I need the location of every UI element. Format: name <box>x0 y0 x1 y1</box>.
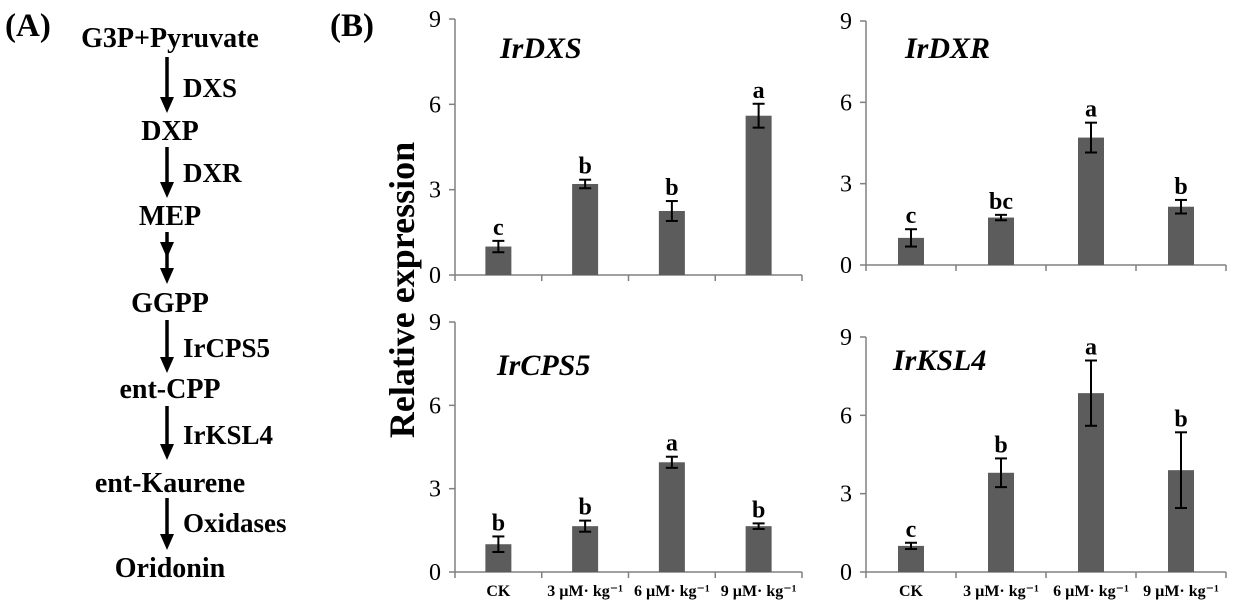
significance-letter: c <box>906 517 917 543</box>
x-category-label: 3 µM· kg⁻¹ <box>547 583 623 600</box>
y-tick-label: 9 <box>429 7 441 33</box>
compound-g3p-pyruvate: G3P+Pyruvate <box>81 23 259 54</box>
y-tick-label: 3 <box>840 482 852 508</box>
enzyme-label-irksl4: IrKSL4 <box>183 420 273 450</box>
reaction-arrow-multistep <box>160 232 174 284</box>
arrow-down-icon <box>160 444 174 460</box>
chart-irksl4: IrKSL4 0 3 6 9 c CK b 3 µM· kg⁻¹ a 6 µM· kg⁻¹ b 9 µ… <box>840 325 1227 600</box>
bar <box>658 462 685 572</box>
arrow-down-icon <box>160 357 174 373</box>
y-tick-label: 0 <box>840 560 852 586</box>
panel-a-label: (A) <box>5 8 51 44</box>
bar <box>988 217 1014 265</box>
significance-letter: c <box>493 215 504 241</box>
bar <box>1168 206 1194 265</box>
compound-oridonin: Oridonin <box>115 553 226 584</box>
x-category-label: 9 µM· kg⁻¹ <box>1143 583 1219 600</box>
panel-b-label: (B) <box>330 8 374 44</box>
y-tick-label: 3 <box>429 477 441 503</box>
chart-title: IrKSL4 <box>892 344 986 377</box>
y-tick-label: 0 <box>429 263 441 289</box>
significance-letter: b <box>578 154 591 180</box>
y-tick-label: 6 <box>840 403 852 429</box>
compound-dxp: DXP <box>141 116 199 147</box>
x-category-label: 3 µM· kg⁻¹ <box>963 583 1039 600</box>
arrow-down-icon <box>160 268 174 284</box>
arrow-down-icon <box>160 97 174 113</box>
chart-ircps5: IrCPS5 0 3 6 9 b CK b 3 µM· kg⁻¹ a 6 µM· kg⁻¹ b 9 µ… <box>429 310 803 600</box>
significance-letter: b <box>492 510 505 536</box>
compound-mep: MEP <box>139 201 201 232</box>
compound-ent-kaurene: ent-Kaurene <box>95 468 245 499</box>
arrow-down-icon <box>160 242 174 258</box>
chart-irdxr: IrDXR 0 3 6 9 c bc a b <box>840 9 1227 279</box>
x-category-label: 9 µM· kg⁻¹ <box>721 583 797 600</box>
bar <box>745 115 772 275</box>
x-category-label: 6 µM· kg⁻¹ <box>634 583 710 600</box>
significance-letter: b <box>578 495 591 521</box>
chart-title: IrDXR <box>904 32 990 65</box>
chart-title: IrDXS <box>499 32 582 65</box>
significance-letter: bc <box>989 189 1013 215</box>
bar <box>1078 137 1104 265</box>
enzyme-label-dxs: DXS <box>183 73 237 103</box>
bar <box>898 545 924 572</box>
y-tick-label: 9 <box>429 310 441 336</box>
y-tick-label: 0 <box>429 560 441 586</box>
x-category-label: CK <box>486 583 511 600</box>
y-tick-label: 9 <box>840 9 852 35</box>
significance-letter: c <box>906 203 917 229</box>
enzyme-label-dxr: DXR <box>183 158 242 188</box>
panel-b-charts: (B) Relative expression IrDXS 0 3 6 9 c b b a I… <box>330 7 1227 600</box>
significance-letter: b <box>994 432 1007 458</box>
reaction-arrow-ircps5 <box>160 320 174 373</box>
y-tick-label: 0 <box>840 253 852 279</box>
arrow-down-icon <box>160 534 174 550</box>
panel-a-pathway: (A) G3P+Pyruvate DXS DXP DXR MEP GGPP Ir… <box>5 8 287 584</box>
x-category-label: CK <box>899 583 924 600</box>
compound-ent-cpp: ent-CPP <box>119 374 220 405</box>
y-tick-label: 3 <box>840 172 852 198</box>
significance-letter: a <box>753 78 765 104</box>
reaction-arrow-dxs <box>160 57 174 113</box>
y-tick-label: 3 <box>429 178 441 204</box>
bar <box>988 472 1014 572</box>
reaction-arrow-irksl4 <box>160 406 174 460</box>
compound-ggpp: GGPP <box>131 288 209 319</box>
y-tick-label: 6 <box>840 90 852 116</box>
x-category-label: 6 µM· kg⁻¹ <box>1053 583 1129 600</box>
bar <box>572 183 599 275</box>
significance-letter: a <box>1085 335 1097 361</box>
significance-letter: b <box>752 497 765 523</box>
significance-letter: b <box>1174 406 1187 432</box>
reaction-arrow-dxr <box>160 147 174 198</box>
arrow-down-icon <box>160 182 174 198</box>
significance-letter: a <box>1085 97 1097 123</box>
significance-letter: b <box>665 175 678 201</box>
y-axis-title: Relative expression <box>382 142 422 438</box>
chart-irdxs: IrDXS 0 3 6 9 c b b a <box>429 7 803 289</box>
y-tick-label: 6 <box>429 92 441 118</box>
bar <box>745 526 772 572</box>
enzyme-label-ircps5: IrCPS5 <box>183 333 270 363</box>
chart-title: IrCPS5 <box>496 349 590 382</box>
bar <box>572 526 599 572</box>
y-tick-label: 6 <box>429 393 441 419</box>
y-tick-label: 9 <box>840 325 852 351</box>
reaction-arrow-oxidases <box>160 498 174 550</box>
significance-letter: a <box>666 431 678 457</box>
significance-letter: b <box>1174 174 1187 200</box>
enzyme-label-oxidases: Oxidases <box>183 508 287 538</box>
